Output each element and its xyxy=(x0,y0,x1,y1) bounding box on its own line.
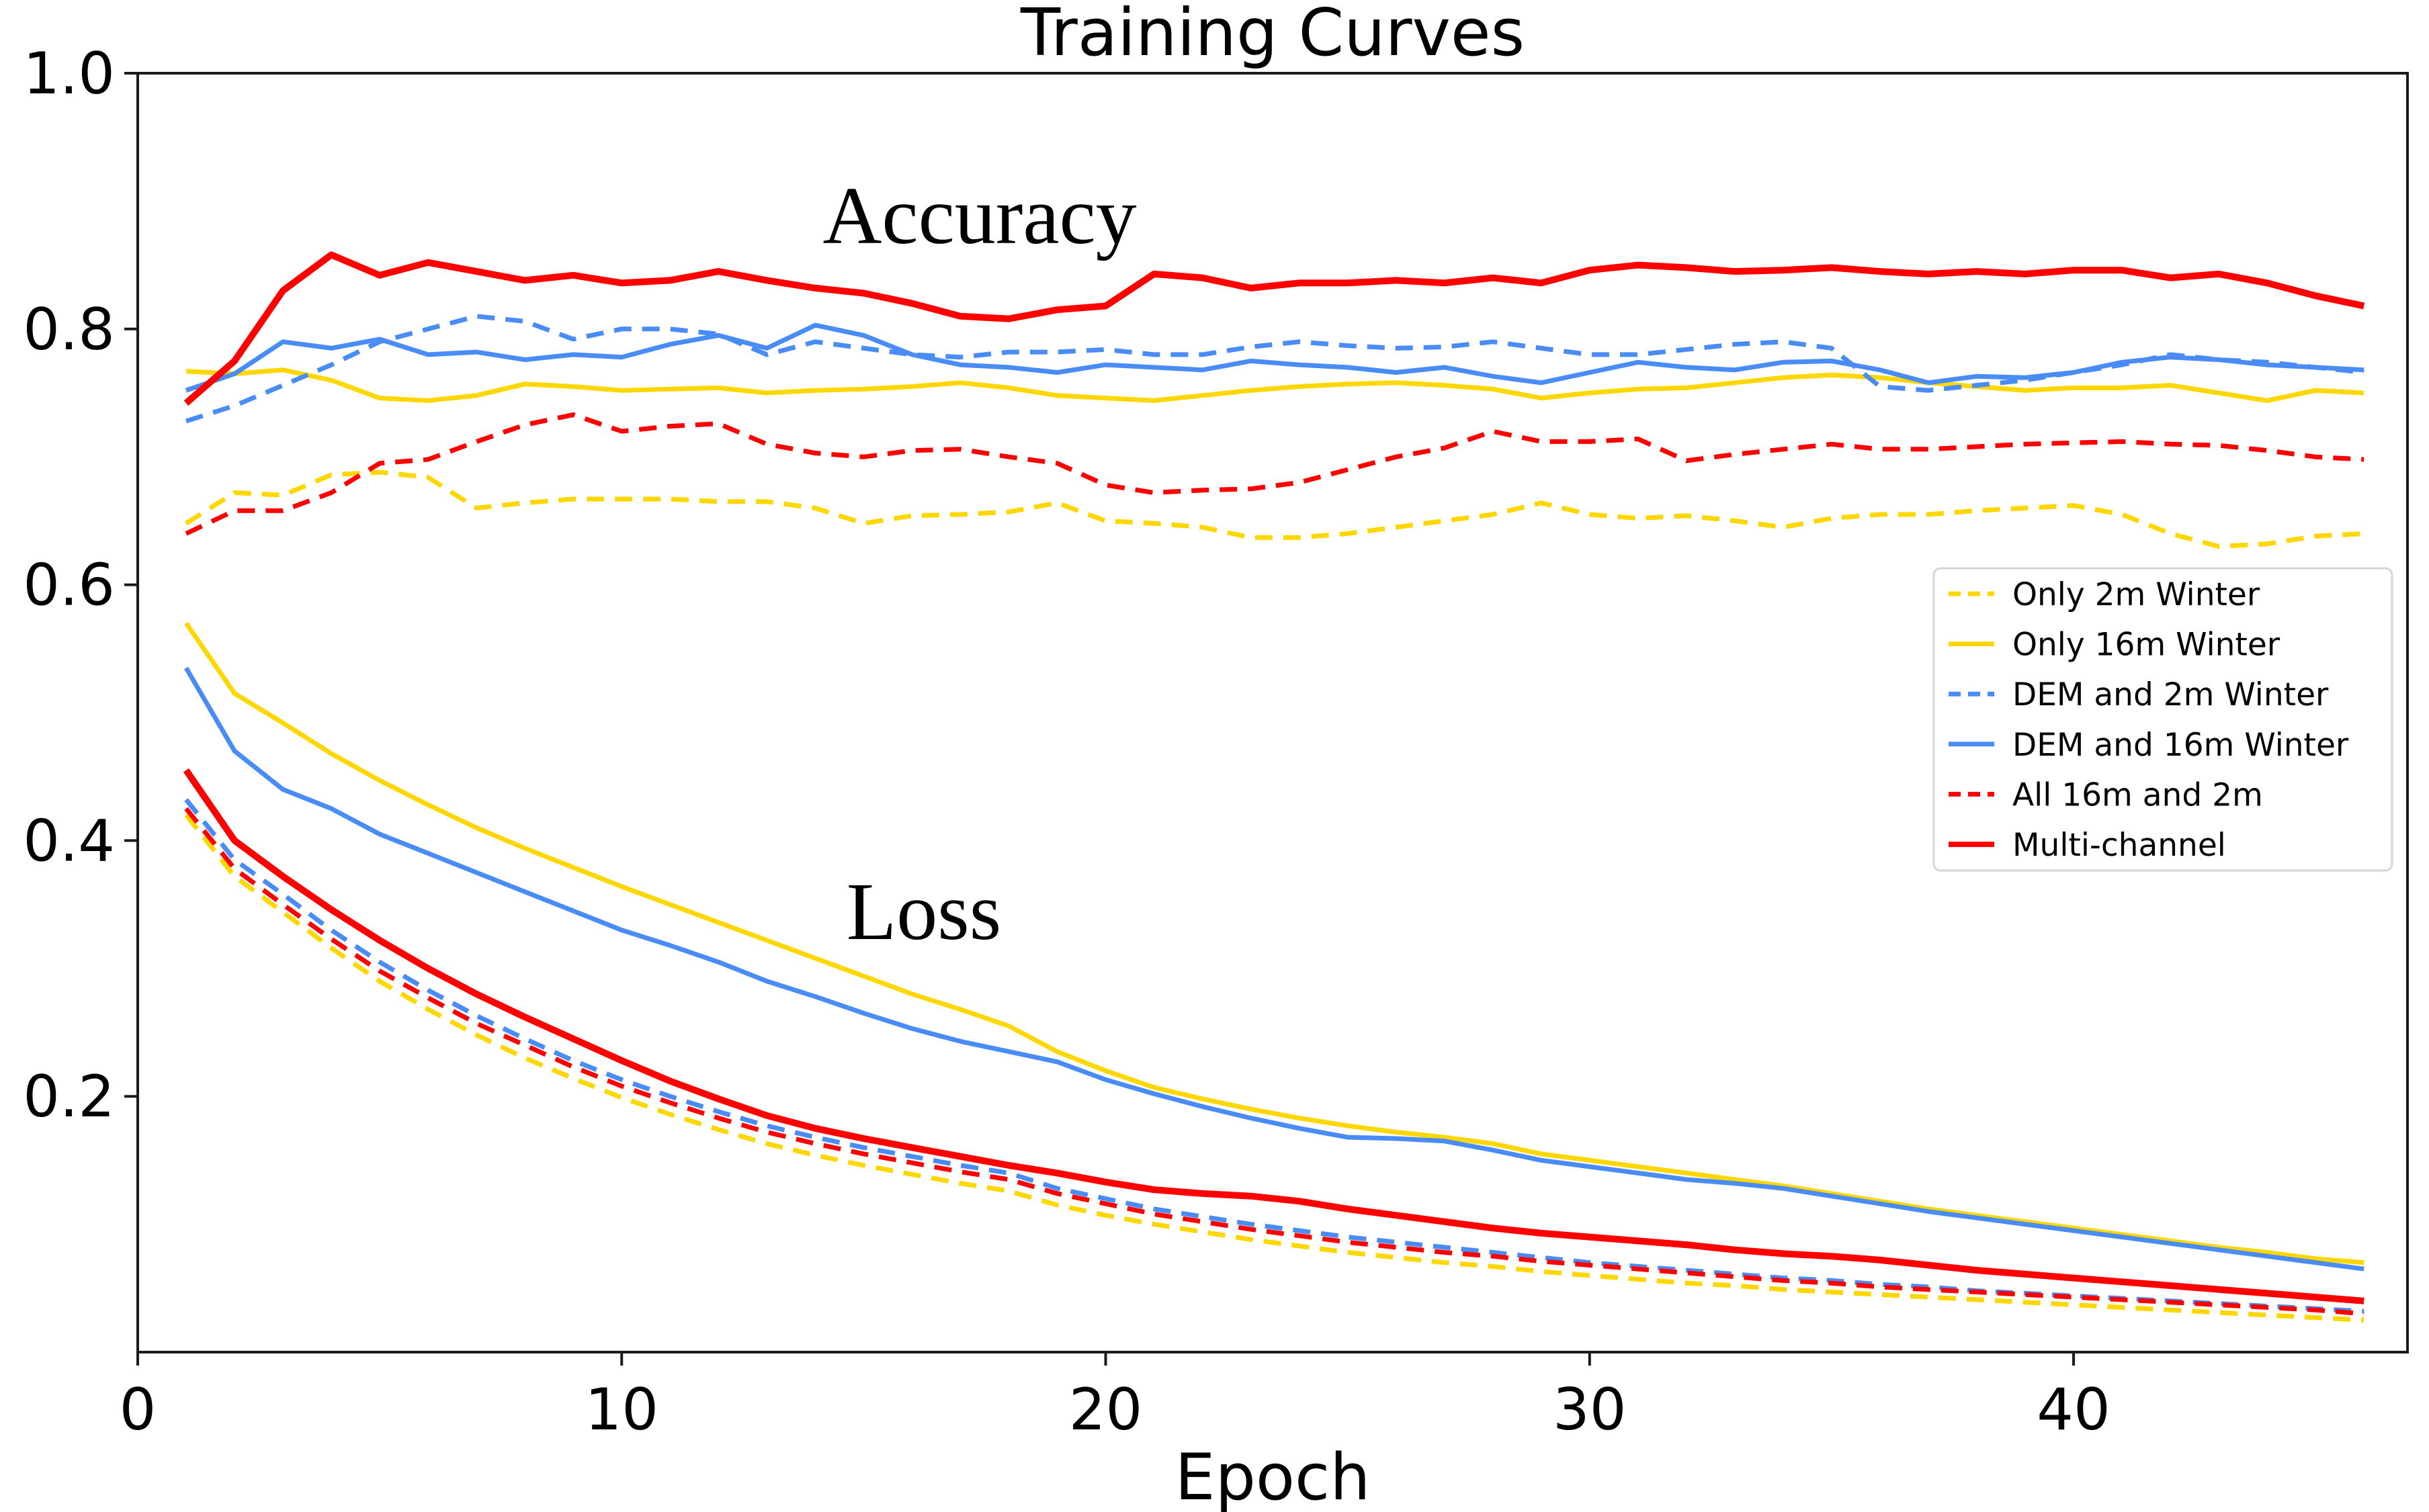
legend-label-multi-channel: Multi-channel xyxy=(2012,827,2226,864)
series-line-loss-all-16m-and-2m xyxy=(184,807,2364,1317)
series-line-loss-only-2m-winter xyxy=(184,813,2364,1323)
y-tick-label: 0.4 xyxy=(23,807,115,875)
axes-layer: 0 10 20 30 40 0.2 0.4 0.6 0.8 1.0 xyxy=(23,40,2111,1443)
series-line-accuracy-only-16m-winter xyxy=(185,367,2364,403)
loss-annotation: Loss xyxy=(847,866,1001,957)
y-tick-label: 0.8 xyxy=(23,296,115,363)
legend-label-only-16m-winter: Only 16m Winter xyxy=(2012,627,2281,664)
legend-box xyxy=(1932,567,2393,872)
y-tick-label: 1.0 xyxy=(23,40,115,107)
series-line-loss-multi-channel xyxy=(183,768,2364,1304)
legend-label-all-16m-and-2m: All 16m and 2m xyxy=(2012,776,2263,813)
y-tick-label: 0.2 xyxy=(23,1063,115,1130)
series-line-accuracy-all-16m-and-2m xyxy=(185,412,2364,536)
legend-label-only-2m-winter: Only 2m Winter xyxy=(2012,576,2260,613)
legend-label-dem-and-2m-winter: DEM and 2m Winter xyxy=(2012,676,2329,713)
legend-label-dem-and-16m-winter: DEM and 16m Winter xyxy=(2012,727,2349,764)
series-layer xyxy=(183,251,2365,1323)
y-tick-label: 0.6 xyxy=(23,552,115,619)
x-tick-label: 20 xyxy=(1069,1376,1142,1443)
x-axis-label: Epoch xyxy=(1175,1441,1371,1512)
x-tick-label: 40 xyxy=(2037,1376,2110,1443)
series-line-loss-only-16m-winter xyxy=(184,621,2364,1265)
x-tick-label: 30 xyxy=(1553,1376,1626,1443)
chart-title: Training Curves xyxy=(1020,0,1525,71)
series-line-accuracy-multi-channel xyxy=(183,251,2365,406)
plot-border xyxy=(136,72,2409,1353)
series-line-accuracy-dem-and-2m-winter xyxy=(185,314,2364,424)
series-line-accuracy-dem-and-16m-winter xyxy=(185,322,2364,393)
x-tick-label: 10 xyxy=(585,1376,658,1443)
series-line-accuracy-only-2m-winter xyxy=(185,470,2364,549)
accuracy-annotation: Accuracy xyxy=(822,171,1136,261)
x-tick-label: 0 xyxy=(120,1376,157,1443)
series-line-loss-dem-and-16m-winter xyxy=(183,666,2364,1272)
legend-layer: Only 2m Winter Only 16m Winter DEM and 2m … xyxy=(1932,567,2393,872)
